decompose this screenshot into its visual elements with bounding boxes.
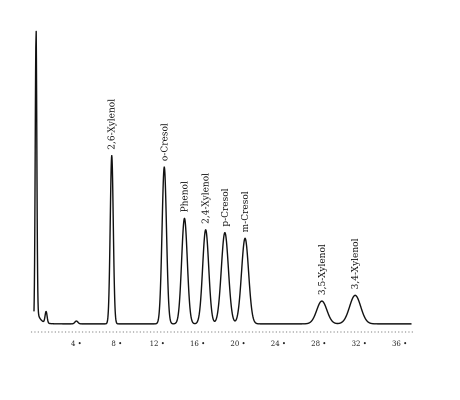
peak-apex-marker bbox=[224, 232, 226, 234]
x-tick-label: 8 • bbox=[111, 340, 122, 348]
peak-label: o-Cresol bbox=[160, 123, 170, 161]
x-tick-label: 36 • bbox=[392, 340, 407, 348]
peak-apex-marker bbox=[244, 237, 246, 239]
peak-label: p-Cresol bbox=[221, 188, 231, 226]
x-tick-label: 12 • bbox=[150, 340, 165, 348]
peak-apex-marker bbox=[205, 229, 207, 231]
peak-label: 2,4-Xylenol bbox=[202, 173, 212, 224]
peak-label: 3,5-Xylenol bbox=[318, 244, 328, 295]
peak-apex-marker bbox=[111, 155, 113, 157]
peak-apex-marker bbox=[183, 217, 186, 220]
peak-label: m-Cresol bbox=[241, 191, 251, 232]
peak-labels: 2,6-Xylenol o-Cresol Phenol 2,4-Xylenol p-Cr… bbox=[108, 99, 361, 295]
peak-label: 2,6-Xylenol bbox=[108, 99, 118, 150]
x-tick-label: 32 • bbox=[352, 340, 367, 348]
x-tick-label: 20 • bbox=[230, 340, 245, 348]
peak-apex-marker bbox=[354, 294, 356, 296]
x-axis-ticks: 4 • 8 • 12 • 16 • 20 • 24 • 28 • 32 • 36 • bbox=[71, 340, 407, 348]
x-tick-label: 24 • bbox=[271, 340, 286, 348]
peak-apex-marker bbox=[321, 300, 323, 302]
peak-label: 3,4-Xylenol bbox=[351, 238, 361, 289]
chromatogram-trace-group bbox=[33, 30, 413, 325]
peak-label: Phenol bbox=[180, 181, 190, 212]
peak-apex-marker bbox=[163, 166, 165, 168]
x-tick-label: 28 • bbox=[311, 340, 326, 348]
chromatogram-trace bbox=[33, 30, 413, 325]
x-tick-label: 16 • bbox=[190, 340, 205, 348]
x-tick-label: 4 • bbox=[71, 340, 82, 348]
